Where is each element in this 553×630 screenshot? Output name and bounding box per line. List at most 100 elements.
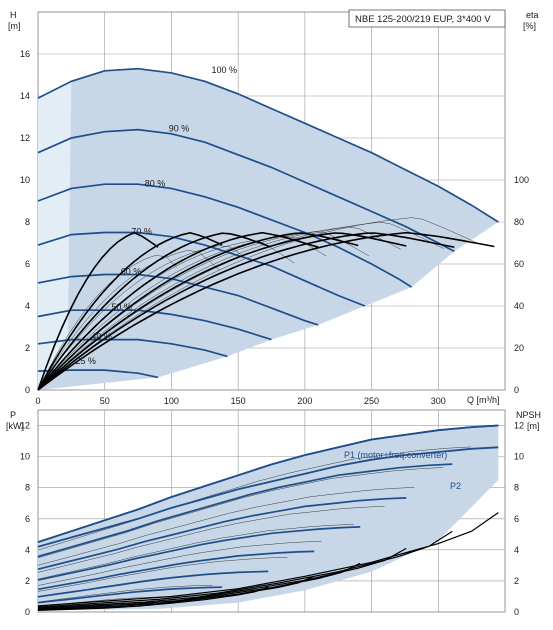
power-y-tick: 0	[25, 607, 30, 617]
head-range-lowflow	[38, 81, 72, 391]
efficiency-curve	[37, 231, 319, 391]
eta-y-label: eta	[526, 10, 539, 20]
head-y-tick: 6	[25, 259, 30, 269]
npsh-y-tick: 12	[514, 421, 524, 431]
head-y-tick: 0	[25, 385, 30, 395]
power-iso-line	[37, 487, 415, 566]
power-y-tick: 4	[25, 545, 30, 555]
speed-label: 50 %	[111, 302, 132, 312]
speed-curve	[37, 338, 228, 358]
speed-label: 40 %	[91, 332, 112, 342]
speed-curve	[37, 128, 455, 253]
head-y-unit: [m]	[8, 21, 21, 31]
legend-p2: P2	[450, 481, 461, 491]
efficiency-curve	[37, 231, 159, 391]
speed-curve	[37, 183, 413, 288]
head-x-tick: 50	[100, 396, 110, 406]
head-x-tick: 200	[297, 396, 312, 406]
head-x-tick: 100	[164, 396, 179, 406]
power-iso-line	[37, 557, 288, 592]
head-y-tick: 4	[25, 301, 30, 311]
efficiency-curve	[37, 231, 495, 391]
npsh-curve	[37, 530, 453, 608]
power-speed-curve	[37, 463, 453, 558]
efficiency-curve	[37, 232, 455, 391]
speed-label: 25 %	[75, 356, 96, 366]
head-y-tick: 2	[25, 343, 30, 353]
power-tick-labels: 0 2 4 6 8 10 12 0 2 4 6 8 10 12	[20, 421, 524, 617]
efficiency-curve	[37, 231, 223, 391]
npsh-y-tick: 6	[514, 514, 519, 524]
speed-curve	[37, 231, 366, 307]
chart-title-box	[348, 9, 506, 28]
power-series-line	[37, 446, 499, 548]
head-x-tick: 150	[231, 396, 246, 406]
power-iso-line	[37, 467, 444, 559]
eta-y-tick: 0	[514, 385, 519, 395]
head-range-fill	[38, 68, 499, 390]
power-iso-line	[37, 584, 213, 603]
power-y-tick: 6	[25, 514, 30, 524]
chart-title: NBE 125-200/219 EUP, 3*400 V	[355, 14, 491, 25]
npsh-curve	[37, 575, 315, 611]
speed-label: 60 %	[121, 267, 142, 277]
npsh-curve	[37, 562, 361, 610]
efficiency-curve	[37, 232, 407, 391]
power-y-tick: 8	[25, 483, 30, 493]
efficiency-curve	[37, 232, 271, 391]
head-y-tick: 12	[20, 133, 30, 143]
head-x-tick: 300	[431, 396, 446, 406]
head-curves: 100 % 90 % 80 % 70 % 60 % 50 % 40 % 25 %	[37, 65, 499, 391]
speed-label: 70 %	[131, 227, 152, 237]
power-speed-curve	[37, 497, 407, 571]
eta-y-tick: 20	[514, 343, 524, 353]
speed-curve	[37, 67, 499, 223]
power-curves	[37, 424, 499, 611]
npsh-y-label: NPSH	[516, 410, 541, 420]
head-panel: 100 %90 %80 %70 %60 %50 %40 %25 % 0 50 100…	[8, 9, 539, 406]
power-speed-curve	[37, 550, 315, 591]
power-iso-line	[37, 446, 472, 551]
power-y-tick: 12	[20, 421, 30, 431]
efficiency-iso-line	[37, 217, 476, 391]
npsh-curve	[37, 586, 269, 611]
power-speed-curve	[37, 526, 361, 581]
npsh-y-tick: 4	[514, 545, 519, 555]
power-iso-line	[37, 524, 354, 580]
npsh-curve	[37, 512, 499, 607]
npsh-y-tick: 0	[514, 607, 519, 617]
head-y-tick: 10	[20, 175, 30, 185]
head-tick-labels: 0 50 100 150 200 250 300 0 2 4 6 8 10 12 14 16 0 20 40 60 80…	[20, 49, 529, 406]
power-iso-line	[37, 541, 322, 586]
head-operating-range	[38, 68, 499, 391]
npsh-y-tick: 2	[514, 576, 519, 586]
power-y-tick: 10	[20, 452, 30, 462]
efficiency-iso-line	[37, 250, 220, 391]
speed-label: 100 %	[211, 65, 237, 75]
head-y-label: H	[10, 10, 17, 20]
power-speed-curve	[37, 586, 223, 604]
speed-curve	[37, 273, 319, 326]
npsh-y-tick: 8	[514, 483, 519, 493]
eta-y-tick: 40	[514, 301, 524, 311]
power-series-line	[37, 424, 499, 543]
power-y-label: P	[10, 410, 16, 420]
efficiency-curve	[37, 232, 359, 391]
eta-y-tick: 60	[514, 259, 524, 269]
head-y-tick: 16	[20, 49, 30, 59]
eta-y-tick: 80	[514, 217, 524, 227]
speed-label: 90 %	[169, 124, 190, 134]
power-panel: 0 2 4 6 8 10 12 0 2 4 6 8 10 12 P [kW] NPSH [m] P1 (m…	[6, 409, 541, 617]
power-speed-curve	[37, 570, 269, 598]
efficiency-iso-line	[37, 245, 252, 391]
npsh-curve	[37, 547, 407, 609]
legend-p1: P1 (motor+freq.converter)	[344, 450, 447, 460]
head-x-tick: 250	[364, 396, 379, 406]
head-x-label: Q [m³/h]	[467, 395, 500, 405]
head-x-tick: 0	[35, 396, 40, 406]
eta-y-unit: [%]	[523, 21, 536, 31]
speed-curve	[37, 309, 272, 341]
power-y-tick: 2	[25, 576, 30, 586]
efficiency-iso-line	[37, 255, 177, 391]
